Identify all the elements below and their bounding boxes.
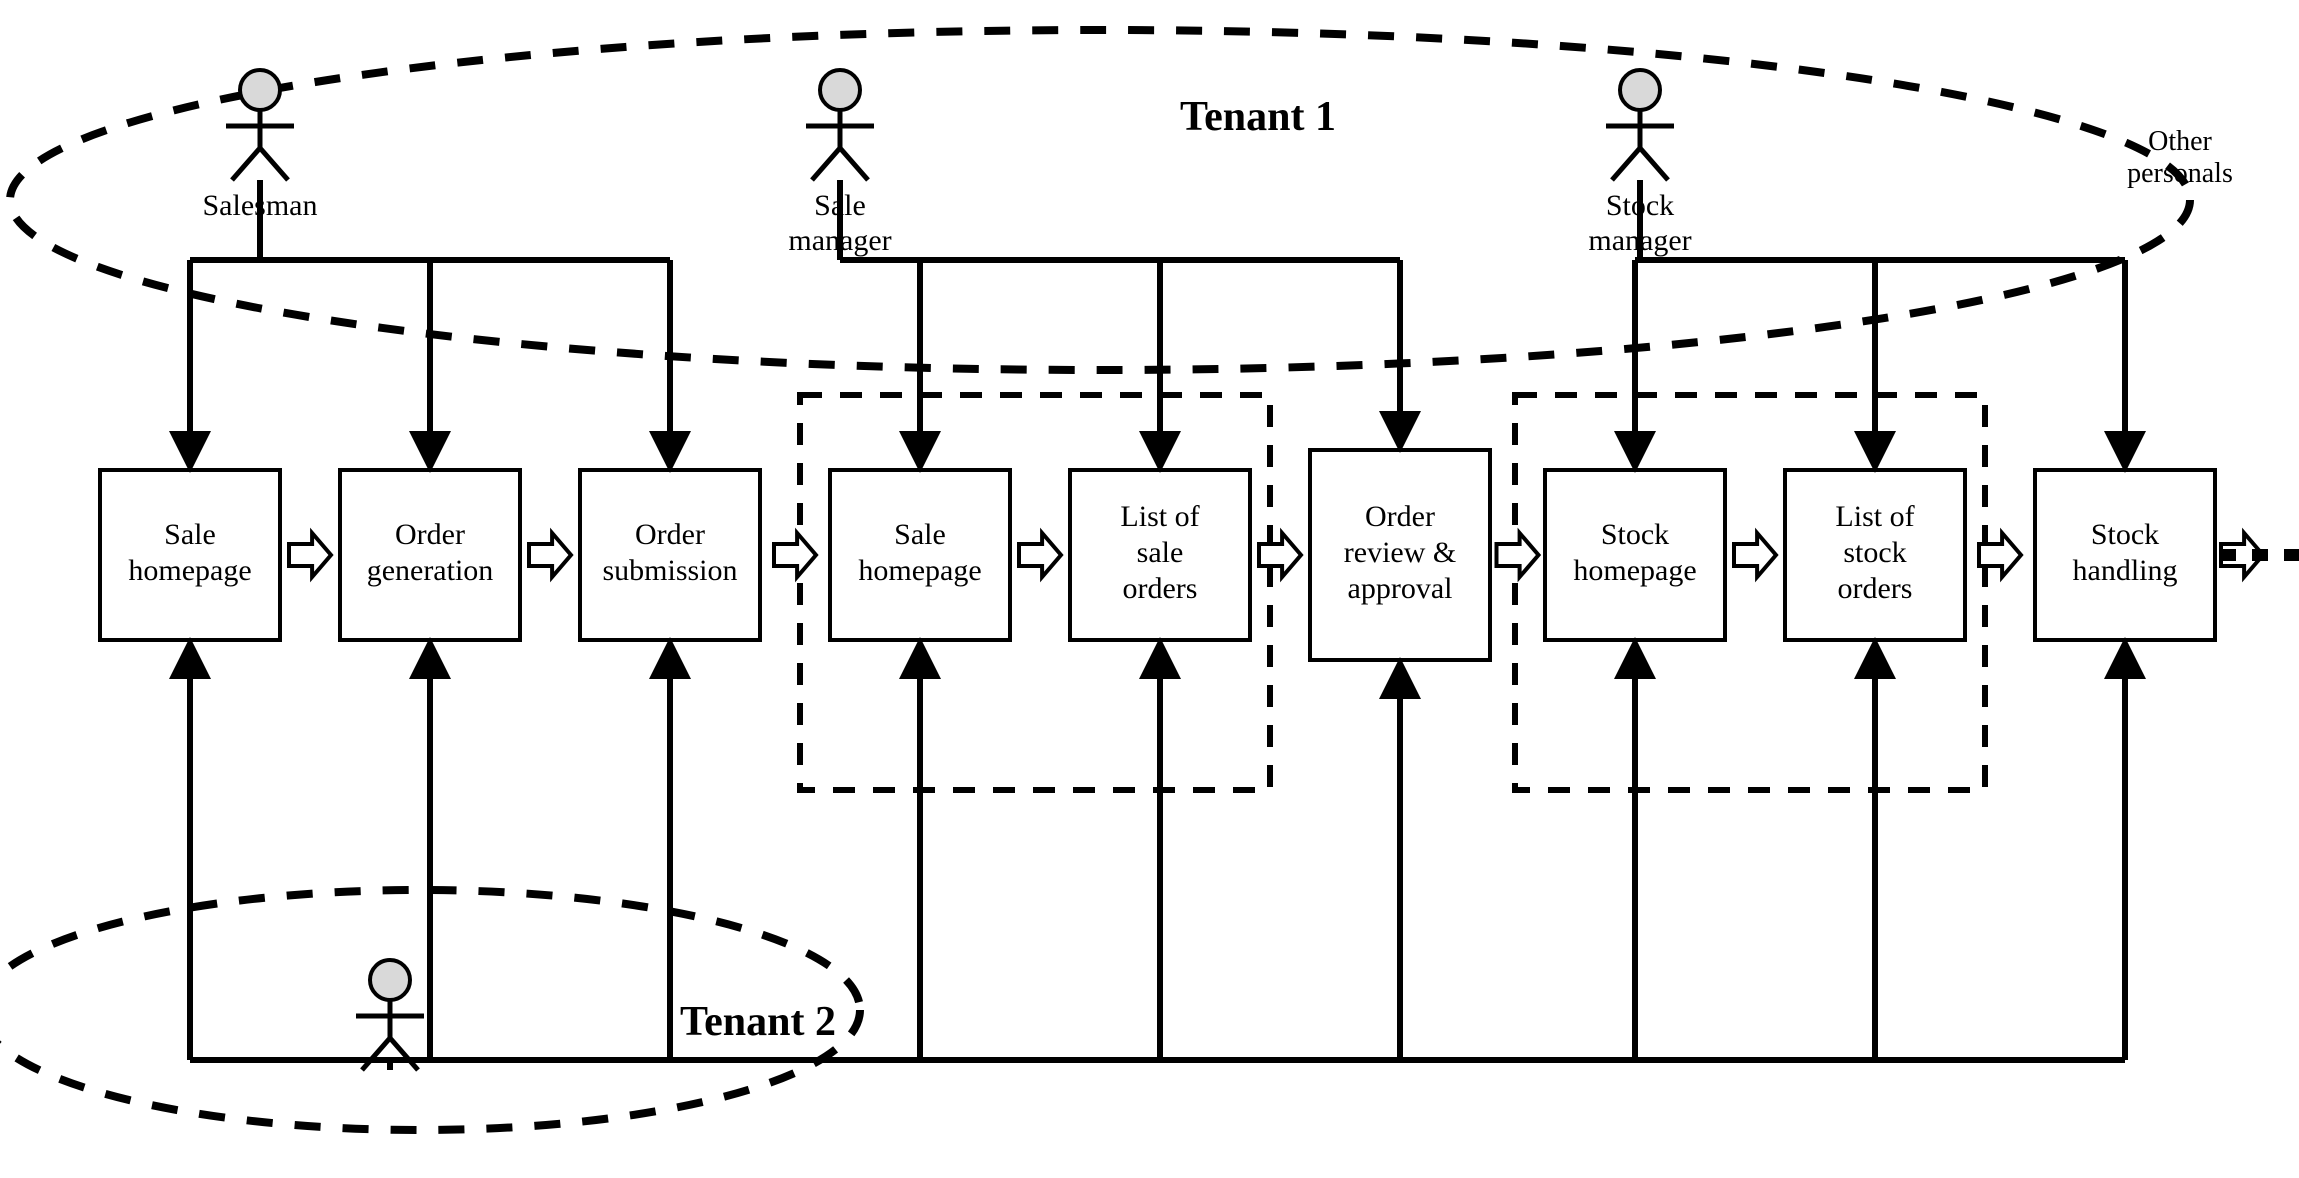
other-personals-label-0: Other — [2148, 126, 2212, 157]
process-box-label-b3-0: Order — [635, 518, 705, 551]
flow-arrow-icon — [774, 533, 816, 577]
process-box-label-b8-2: orders — [1838, 572, 1913, 605]
flow-arrow-icon — [1497, 533, 1539, 577]
process-box-label-b9-1: handling — [2073, 554, 2178, 587]
actor-a3 — [1606, 70, 1674, 180]
process-box-label-b1-0: Sale — [164, 518, 216, 551]
process-box-label-b9-0: Stock — [2091, 518, 2159, 551]
process-box-label-b8-0: List of — [1835, 500, 1914, 533]
process-box-label-b1-1: homepage — [128, 554, 251, 587]
tenant-label-t2: Tenant 2 — [680, 999, 836, 1045]
tenant-label-t1: Tenant 1 — [1180, 94, 1336, 140]
process-box-label-b3-1: submission — [602, 554, 737, 587]
process-box-label-b8-1: stock — [1843, 536, 1906, 569]
process-box-label-b7-0: Stock — [1601, 518, 1669, 551]
process-box-label-b5-1: sale — [1137, 536, 1184, 569]
tenant-ellipse-t1 — [10, 30, 2190, 370]
flow-arrow-icon — [1019, 533, 1061, 577]
process-box-label-b5-0: List of — [1120, 500, 1199, 533]
process-box-label-b6-1: review & — [1344, 536, 1456, 569]
process-box-label-b2-1: generation — [367, 554, 494, 587]
actor-a4 — [356, 960, 424, 1070]
process-box-label-b4-0: Sale — [894, 518, 946, 551]
process-box-label-b4-1: homepage — [858, 554, 981, 587]
flow-arrow-icon — [529, 533, 571, 577]
other-personals-label-1: personals — [2127, 158, 2233, 189]
process-box-label-b5-2: orders — [1123, 572, 1198, 605]
process-box-label-b6-0: Order — [1365, 500, 1435, 533]
flow-arrow-icon — [1259, 533, 1301, 577]
actor-a2 — [806, 70, 874, 180]
process-box-label-b2-0: Order — [395, 518, 465, 551]
process-box-label-b7-1: homepage — [1573, 554, 1696, 587]
process-box-label-b6-2: approval — [1348, 572, 1453, 605]
flow-arrow-icon — [289, 533, 331, 577]
flow-arrow-icon — [1734, 533, 1776, 577]
